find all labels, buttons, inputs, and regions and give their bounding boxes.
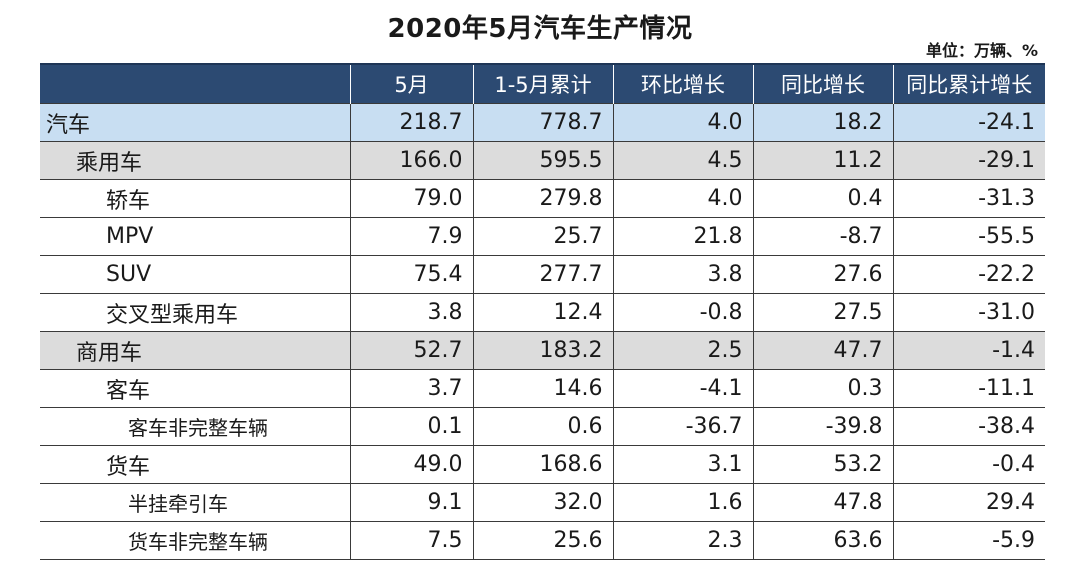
table-body: 汽车 218.7 778.7 4.0 18.2 -24.1 乘用车 166.0 595.5 4.5… xyxy=(40,103,1045,560)
cell-ytd: 0.6 xyxy=(472,407,613,446)
cell-mom: 1.6 xyxy=(612,483,753,522)
cell-mom: 21.8 xyxy=(612,217,753,256)
cell-ytd-yoy: -31.3 xyxy=(892,179,1045,218)
cell-mom: 2.3 xyxy=(612,521,753,560)
row-label: MPV xyxy=(40,217,350,256)
cell-may: 75.4 xyxy=(349,255,473,294)
cell-may: 218.7 xyxy=(349,103,473,142)
table-row: 交叉型乘用车 3.8 12.4 -0.8 27.5 -31.0 xyxy=(40,293,1045,332)
cell-ytd-yoy: -1.4 xyxy=(892,331,1045,370)
cell-ytd-yoy: 29.4 xyxy=(892,483,1045,522)
cell-ytd-yoy: -55.5 xyxy=(892,217,1045,256)
cell-ytd: 12.4 xyxy=(472,293,613,332)
cell-may: 3.8 xyxy=(349,293,473,332)
cell-ytd-yoy: -31.0 xyxy=(892,293,1045,332)
cell-yoy: -8.7 xyxy=(752,217,893,256)
cell-may: 9.1 xyxy=(349,483,473,522)
cell-may: 7.9 xyxy=(349,217,473,256)
cell-mom: 3.8 xyxy=(612,255,753,294)
cell-may: 166.0 xyxy=(349,141,473,180)
header-cell-mom: 环比增长 xyxy=(612,63,753,104)
cell-ytd-yoy: -22.2 xyxy=(892,255,1045,294)
table-row: 货车非完整车辆 7.5 25.6 2.3 63.6 -5.9 xyxy=(40,521,1045,560)
cell-mom: -0.8 xyxy=(612,293,753,332)
cell-ytd: 277.7 xyxy=(472,255,613,294)
row-label: 汽车 xyxy=(40,103,350,142)
page-title: 2020年5月汽车生产情况 xyxy=(387,14,693,44)
header-cell-ytd-yoy: 同比累计增长 xyxy=(892,63,1045,104)
header-row: 5月 1-5月累计 环比增长 同比增长 同比累计增长 xyxy=(40,63,1045,104)
cell-ytd: 183.2 xyxy=(472,331,613,370)
cell-mom: 2.5 xyxy=(612,331,753,370)
row-label: 轿车 xyxy=(40,179,350,218)
cell-mom: 4.0 xyxy=(612,179,753,218)
table-row: 汽车 218.7 778.7 4.0 18.2 -24.1 xyxy=(40,103,1045,142)
cell-may: 0.1 xyxy=(349,407,473,446)
row-label: 半挂牵引车 xyxy=(40,483,350,522)
cell-yoy: 27.5 xyxy=(752,293,893,332)
cell-ytd: 25.6 xyxy=(472,521,613,560)
table-row: 轿车 79.0 279.8 4.0 0.4 -31.3 xyxy=(40,179,1045,218)
header-cell-category xyxy=(40,63,350,104)
cell-yoy: 0.3 xyxy=(752,369,893,408)
row-label: 交叉型乘用车 xyxy=(40,293,350,332)
cell-mom: 4.0 xyxy=(612,103,753,142)
cell-yoy: 63.6 xyxy=(752,521,893,560)
cell-ytd-yoy: -29.1 xyxy=(892,141,1045,180)
cell-ytd-yoy: -0.4 xyxy=(892,445,1045,484)
cell-ytd-yoy: -38.4 xyxy=(892,407,1045,446)
table-row: 客车非完整车辆 0.1 0.6 -36.7 -39.8 -38.4 xyxy=(40,407,1045,446)
cell-yoy: 0.4 xyxy=(752,179,893,218)
cell-yoy: 47.7 xyxy=(752,331,893,370)
table-row: 客车 3.7 14.6 -4.1 0.3 -11.1 xyxy=(40,369,1045,408)
cell-ytd-yoy: -5.9 xyxy=(892,521,1045,560)
table-row: 乘用车 166.0 595.5 4.5 11.2 -29.1 xyxy=(40,141,1045,180)
cell-yoy: 27.6 xyxy=(752,255,893,294)
table-row: 半挂牵引车 9.1 32.0 1.6 47.8 29.4 xyxy=(40,483,1045,522)
cell-may: 49.0 xyxy=(349,445,473,484)
cell-yoy: 11.2 xyxy=(752,141,893,180)
table-row: 货车 49.0 168.6 3.1 53.2 -0.4 xyxy=(40,445,1045,484)
cell-mom: -4.1 xyxy=(612,369,753,408)
cell-may: 3.7 xyxy=(349,369,473,408)
cell-ytd: 32.0 xyxy=(472,483,613,522)
table-row: MPV 7.9 25.7 21.8 -8.7 -55.5 xyxy=(40,217,1045,256)
cell-ytd: 14.6 xyxy=(472,369,613,408)
cell-may: 79.0 xyxy=(349,179,473,218)
cell-yoy: 18.2 xyxy=(752,103,893,142)
cell-mom: 4.5 xyxy=(612,141,753,180)
production-table: 5月 1-5月累计 环比增长 同比增长 同比累计增长 汽车 218.7 778.7 4… xyxy=(40,63,1045,560)
cell-ytd: 279.8 xyxy=(472,179,613,218)
header-cell-yoy: 同比增长 xyxy=(752,63,893,104)
row-label: 客车非完整车辆 xyxy=(40,407,350,446)
header-cell-ytd: 1-5月累计 xyxy=(472,63,613,104)
cell-may: 52.7 xyxy=(349,331,473,370)
cell-ytd: 778.7 xyxy=(472,103,613,142)
row-label: 客车 xyxy=(40,369,350,408)
cell-ytd-yoy: -11.1 xyxy=(892,369,1045,408)
cell-may: 7.5 xyxy=(349,521,473,560)
row-label: 货车 xyxy=(40,445,350,484)
unit-note: 单位：万辆、% xyxy=(925,41,1038,60)
table-row: SUV 75.4 277.7 3.8 27.6 -22.2 xyxy=(40,255,1045,294)
cell-yoy: 53.2 xyxy=(752,445,893,484)
cell-yoy: -39.8 xyxy=(752,407,893,446)
cell-mom: -36.7 xyxy=(612,407,753,446)
row-label: 货车非完整车辆 xyxy=(40,521,350,560)
header-cell-may: 5月 xyxy=(349,63,473,104)
row-label: SUV xyxy=(40,255,350,294)
cell-ytd-yoy: -24.1 xyxy=(892,103,1045,142)
cell-yoy: 47.8 xyxy=(752,483,893,522)
row-label: 乘用车 xyxy=(40,141,350,180)
cell-mom: 3.1 xyxy=(612,445,753,484)
cell-ytd: 168.6 xyxy=(472,445,613,484)
row-label: 商用车 xyxy=(40,331,350,370)
table-row: 商用车 52.7 183.2 2.5 47.7 -1.4 xyxy=(40,331,1045,370)
cell-ytd: 595.5 xyxy=(472,141,613,180)
cell-ytd: 25.7 xyxy=(472,217,613,256)
